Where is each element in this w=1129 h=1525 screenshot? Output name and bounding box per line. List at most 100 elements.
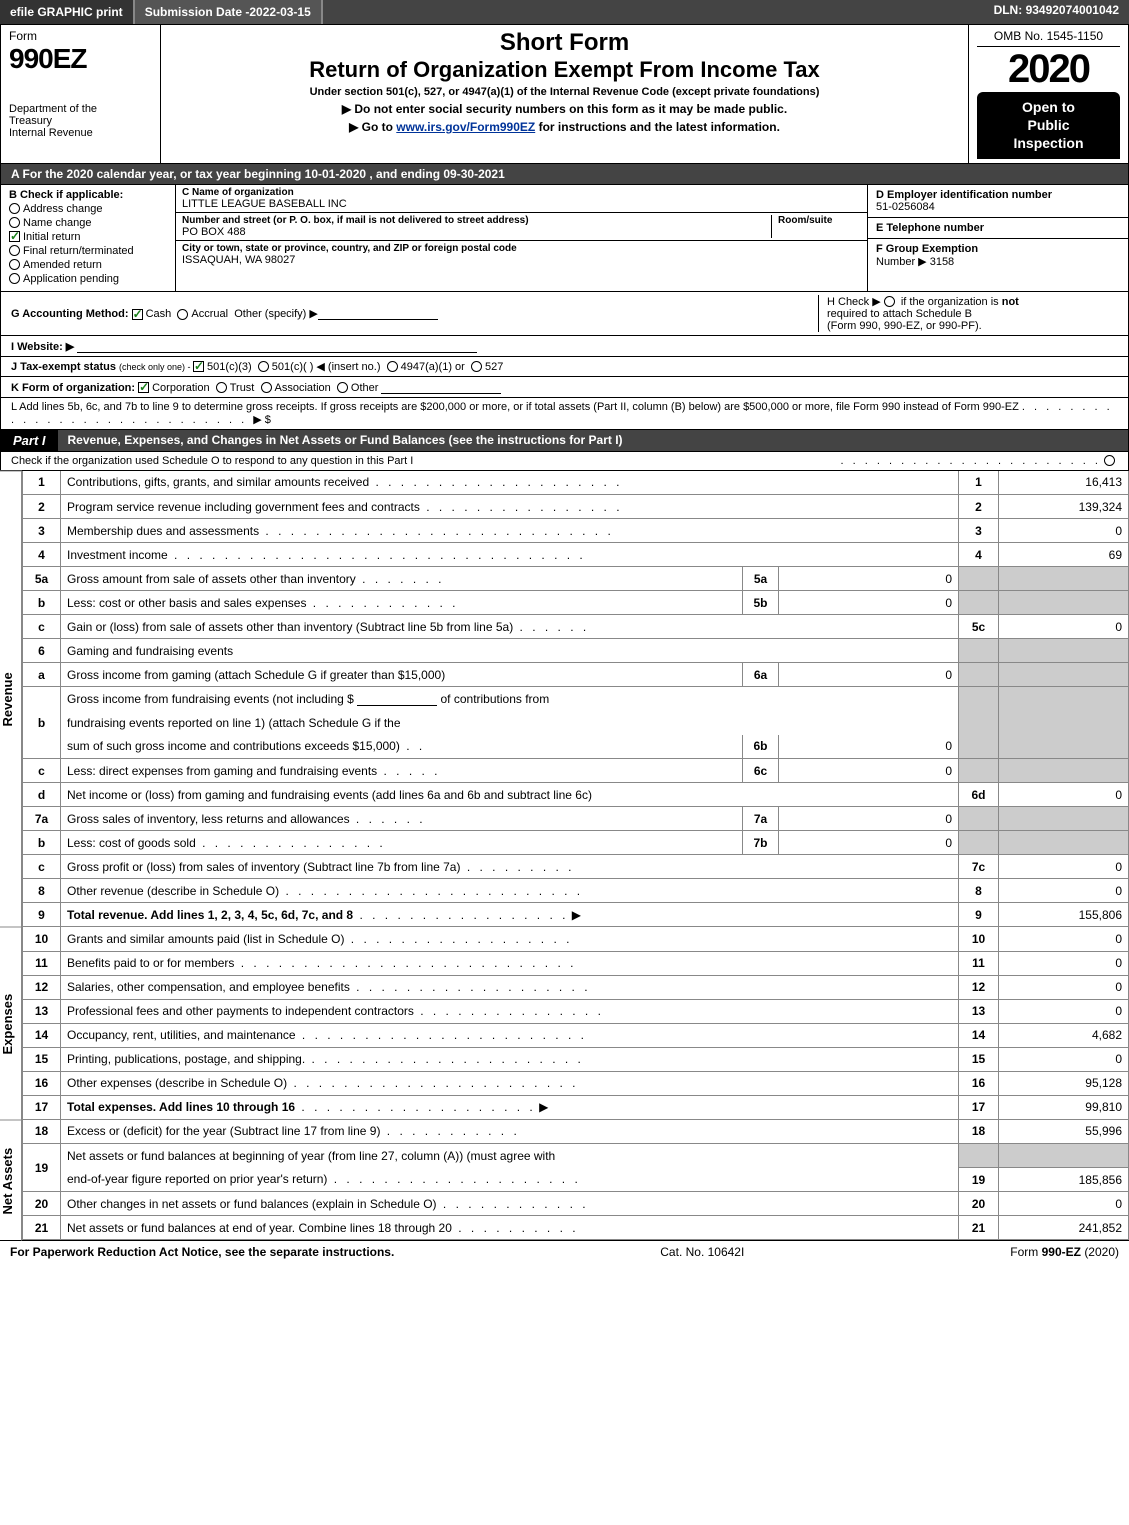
open-line1: Open to [981, 98, 1116, 116]
line-refnum: 12 [959, 975, 999, 999]
b-amended-return[interactable]: Amended return [9, 259, 167, 271]
line-value: 55,996 [999, 1120, 1129, 1144]
inner-num: 5a [743, 567, 779, 591]
form-word: Form [9, 29, 152, 43]
h-pre: H Check ▶ [827, 296, 881, 308]
part1-sub-check-icon[interactable] [1104, 455, 1115, 466]
section-e: E Telephone number [868, 218, 1128, 239]
line-6b-1: bGross income from fundraising events (n… [23, 687, 1129, 711]
c-name-label: C Name of organization [182, 187, 861, 198]
k-label: K Form of organization: [11, 382, 135, 394]
line-14: 14Occupancy, rent, utilities, and mainte… [23, 1023, 1129, 1047]
footer-mid: Cat. No. 10642I [660, 1245, 744, 1259]
k-assoc-radio-icon[interactable] [261, 382, 272, 393]
shaded-cell [999, 1144, 1129, 1168]
h-check-icon[interactable] [884, 296, 895, 307]
submission-label: Submission Date - [145, 5, 250, 19]
dept-treasury: Department of the Treasury Internal Reve… [9, 103, 152, 139]
shaded-cell [999, 639, 1129, 663]
line-8: 8Other revenue (describe in Schedule O) … [23, 879, 1129, 903]
unchecked-radio-icon [9, 203, 20, 214]
line-refnum: 15 [959, 1047, 999, 1071]
accrual-radio-icon[interactable] [177, 309, 188, 320]
inner-value: 0 [779, 831, 959, 855]
line-refnum: 14 [959, 1023, 999, 1047]
line-num: 3 [23, 519, 61, 543]
line-value: 16,413 [999, 471, 1129, 495]
line-7b: bLess: cost of goods sold . . . . . . . … [23, 831, 1129, 855]
6b-amount-input[interactable] [357, 692, 437, 706]
b-final-return-label: Final return/terminated [23, 245, 134, 257]
line-1: 1Contributions, gifts, grants, and simil… [23, 471, 1129, 495]
k-corp-check-icon[interactable] [138, 382, 149, 393]
page-footer: For Paperwork Reduction Act Notice, see … [0, 1240, 1129, 1263]
shaded-cell [959, 807, 999, 831]
j-527-radio-icon[interactable] [471, 361, 482, 372]
submission-date: 2022-03-15 [249, 5, 310, 19]
line-value: 155,806 [999, 903, 1129, 927]
shaded-cell [959, 687, 999, 759]
g-other-input[interactable] [318, 306, 438, 320]
entity-block: B Check if applicable: Address change Na… [0, 185, 1129, 292]
line-desc: Other revenue (describe in Schedule O) [67, 884, 279, 898]
line-value: 0 [999, 615, 1129, 639]
shaded-cell [999, 591, 1129, 615]
b-address-change[interactable]: Address change [9, 203, 167, 215]
b-final-return[interactable]: Final return/terminated [9, 245, 167, 257]
line-5a: 5a Gross amount from sale of assets other… [23, 567, 1129, 591]
efile-print[interactable]: efile GRAPHIC print [0, 0, 135, 24]
line-refnum: 18 [959, 1120, 999, 1144]
netassets-section: Net Assets 18Excess or (deficit) for the… [0, 1120, 1129, 1241]
shaded-cell [959, 567, 999, 591]
h-post1: if the organization is [901, 296, 1002, 308]
b-initial-return-label: Initial return [23, 231, 80, 243]
section-def: D Employer identification number 51-0256… [868, 185, 1128, 291]
form-header: Form 990EZ Department of the Treasury In… [0, 24, 1129, 164]
irs-link[interactable]: www.irs.gov/Form990EZ [396, 120, 535, 134]
part1-header: Part I Revenue, Expenses, and Changes in… [0, 430, 1129, 452]
open-line2: Public [981, 116, 1116, 134]
c-name-cell: C Name of organization LITTLE LEAGUE BAS… [176, 185, 867, 213]
section-l: L Add lines 5b, 6c, and 7b to line 9 to … [0, 398, 1129, 430]
h-post3: (Form 990, 990-EZ, or 990-PF). [827, 320, 982, 332]
checked-box-icon [9, 231, 20, 242]
line-desc: Gross profit or (loss) from sales of inv… [67, 860, 460, 874]
line-desc: Gross income from fundraising events (no… [67, 692, 354, 706]
shaded-cell [999, 567, 1129, 591]
g-cash: Cash [146, 308, 172, 320]
line-19-2: end-of-year figure reported on prior yea… [23, 1168, 1129, 1192]
line-num: 4 [23, 543, 61, 567]
line-num: 21 [23, 1216, 61, 1240]
k-trust-radio-icon[interactable] [216, 382, 227, 393]
section-i: I Website: ▶ [0, 336, 1129, 357]
j-501c-radio-icon[interactable] [258, 361, 269, 372]
k-corp: Corporation [152, 382, 209, 394]
line-num: c [23, 759, 61, 783]
line-6a: aGross income from gaming (attach Schedu… [23, 663, 1129, 687]
b-initial-return[interactable]: Initial return [9, 231, 167, 243]
b-application-pending[interactable]: Application pending [9, 273, 167, 285]
line-6c: cLess: direct expenses from gaming and f… [23, 759, 1129, 783]
line-desc: Gross amount from sale of assets other t… [67, 572, 356, 586]
line-num: 10 [23, 927, 61, 951]
line-refnum: 5c [959, 615, 999, 639]
header-right: OMB No. 1545-1150 2020 Open to Public In… [968, 25, 1128, 163]
cash-check-icon[interactable] [132, 309, 143, 320]
h-post2: required to attach Schedule B [827, 308, 972, 320]
section-b: B Check if applicable: Address change Na… [1, 185, 176, 291]
inner-value: 0 [779, 759, 959, 783]
revenue-section: Revenue 1Contributions, gifts, grants, a… [0, 471, 1129, 928]
shaded-cell [999, 663, 1129, 687]
open-public-inspection: Open to Public Inspection [977, 92, 1120, 159]
line-desc: Total expenses. Add lines 10 through 16 [67, 1100, 295, 1114]
k-other-radio-icon[interactable] [337, 382, 348, 393]
j-4947-radio-icon[interactable] [387, 361, 398, 372]
b-name-change[interactable]: Name change [9, 217, 167, 229]
website-input[interactable] [77, 339, 477, 353]
k-other-input[interactable] [381, 380, 501, 394]
g-label: G Accounting Method: [11, 308, 129, 320]
j-501c3-check-icon[interactable] [193, 361, 204, 372]
line-num: c [23, 615, 61, 639]
line-desc: Net income or (loss) from gaming and fun… [61, 783, 959, 807]
part1-tab: Part I [1, 430, 58, 451]
